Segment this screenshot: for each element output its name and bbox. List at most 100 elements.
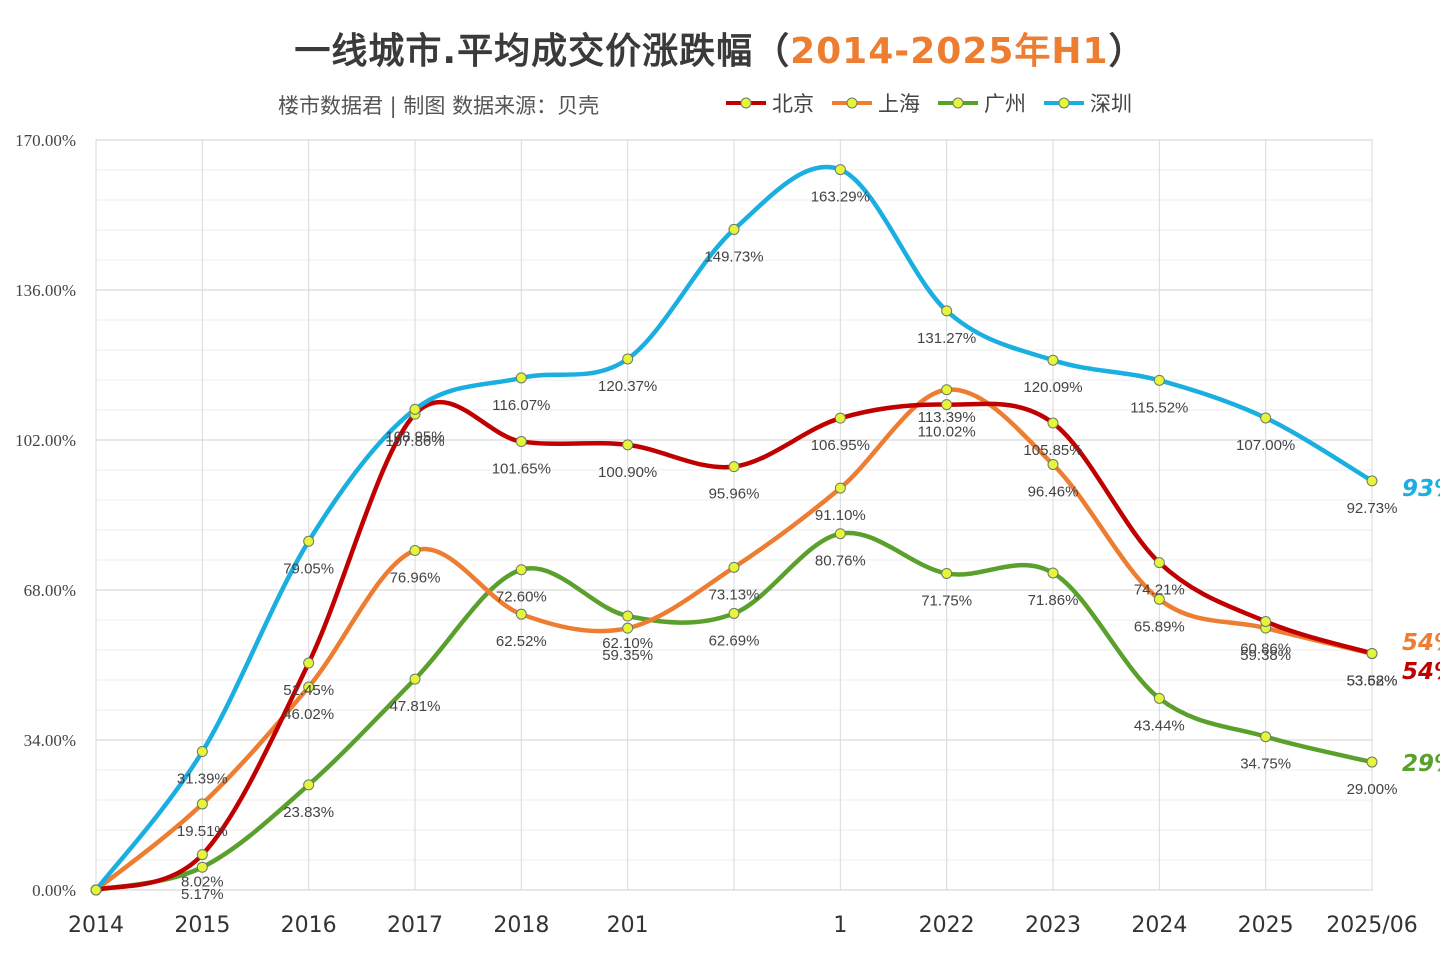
legend-label-guangzhou: 广州 — [984, 92, 1026, 116]
data-label-guangzhou: 23.83% — [283, 804, 334, 821]
data-label-shenzhen: 31.39% — [177, 771, 228, 788]
data-point-guangzhou — [941, 567, 953, 579]
data-label-beijing: 74.21% — [1134, 582, 1185, 599]
data-point-beijing — [515, 436, 527, 448]
data-point-beijing — [1260, 616, 1272, 627]
legend-swatch-guangzhou — [938, 97, 978, 109]
chart-legend: 北京 上海 广州 深圳 — [724, 88, 1132, 118]
data-label-shanghai: 65.89% — [1134, 618, 1185, 635]
data-point-guangzhou — [834, 528, 846, 540]
data-point-shenzhen — [834, 164, 846, 176]
data-label-shenzhen: 108.95% — [385, 428, 444, 445]
data-label-guangzhou: 29.00% — [1347, 781, 1398, 798]
data-label-shenzhen: 92.73% — [1347, 500, 1398, 517]
x-tick-label: 2022 — [919, 913, 975, 938]
data-label-guangzhou: 71.86% — [1028, 592, 1079, 609]
data-point-shanghai — [834, 482, 846, 494]
data-label-beijing: 107.86% — [385, 433, 444, 450]
data-point-beijing — [622, 439, 634, 451]
chart-subtitle: 楼市数据君 | 制图 数据来源：贝壳 — [278, 94, 600, 118]
data-point-shenzhen — [728, 223, 740, 235]
data-label-shanghai: 19.51% — [177, 823, 228, 840]
data-point-guangzhou — [196, 861, 208, 873]
data-label-beijing: 106.95% — [811, 437, 870, 454]
data-point-shenzhen — [1047, 354, 1059, 366]
data-label-beijing: 51.45% — [283, 682, 334, 699]
data-point-shanghai — [409, 544, 421, 556]
data-point-beijing — [1366, 647, 1378, 659]
data-point-beijing — [1153, 557, 1165, 569]
chart-title-end: ） — [1108, 31, 1146, 72]
data-point-shanghai — [1153, 593, 1165, 605]
data-point-beijing — [196, 849, 208, 861]
data-label-shenzhen: 107.00% — [1236, 437, 1295, 454]
data-point-beijing — [834, 412, 846, 424]
data-label-beijing: 101.65% — [492, 461, 551, 478]
x-tick-label: 2025/06 — [1326, 913, 1417, 938]
data-label-shanghai: 76.96% — [390, 569, 441, 586]
data-label-shanghai: 62.52% — [496, 633, 547, 650]
legend-label-shenzhen: 深圳 — [1090, 92, 1132, 116]
x-tick-label: 2018 — [493, 913, 549, 938]
legend-swatch-beijing — [726, 97, 766, 109]
x-tick-label: 201 — [607, 913, 649, 938]
end-label-shanghai: 54%上海 — [1402, 630, 1440, 656]
legend-item-beijing: 北京 — [724, 88, 814, 118]
data-point-beijing — [303, 657, 315, 669]
x-tick-label: 1 — [833, 913, 847, 938]
data-label-shenzhen: 120.09% — [1023, 379, 1082, 396]
data-label-guangzhou: 80.76% — [815, 553, 866, 570]
data-point-beijing — [1047, 417, 1059, 429]
legend-item-shanghai: 上海 — [830, 88, 920, 118]
legend-item-shenzhen: 深圳 — [1042, 88, 1132, 118]
data-point-guangzhou — [1153, 692, 1165, 704]
y-tick-label: 34.00% — [24, 731, 76, 750]
x-tick-label: 2015 — [174, 913, 230, 938]
legend-swatch-shanghai — [832, 97, 872, 109]
data-label-beijing: 100.90% — [598, 464, 657, 481]
data-point-shanghai — [303, 681, 315, 693]
y-tick-label: 170.00% — [15, 131, 76, 150]
data-label-shanghai: 96.46% — [1028, 483, 1079, 500]
data-point-shenzhen — [1260, 412, 1272, 424]
y-tick-label: 102.00% — [15, 431, 76, 450]
chart-title-main: 一线城市.平均成交价涨跌幅（ — [294, 31, 791, 72]
data-label-guangzhou: 34.75% — [1240, 756, 1291, 773]
data-label-beijing: 60.86% — [1240, 641, 1291, 658]
data-point-shanghai — [1047, 458, 1059, 470]
data-label-guangzhou: 5.17% — [181, 886, 224, 903]
data-label-shanghai: 53.58% — [1347, 673, 1398, 690]
data-point-guangzhou — [728, 607, 740, 619]
data-point-guangzhou — [1047, 567, 1059, 579]
data-point-shanghai — [728, 561, 740, 573]
x-tick-label: 2016 — [281, 913, 337, 938]
data-point-guangzhou — [409, 673, 421, 685]
data-label-shenzhen: 116.07% — [492, 397, 550, 414]
data-label-shenzhen: 163.29% — [811, 189, 870, 206]
data-label-beijing: 105.85% — [1023, 442, 1082, 459]
end-label-shenzhen: 93%深圳 — [1402, 476, 1440, 502]
legend-label-shanghai: 上海 — [878, 92, 920, 116]
series-line-shenzhen — [93, 164, 1375, 893]
data-label-guangzhou: 62.10% — [602, 635, 653, 652]
data-label-beijing: 8.02% — [181, 874, 224, 891]
chart-title-highlight: 2014-2025年H1 — [790, 31, 1109, 72]
data-label-guangzhou: 62.69% — [709, 632, 760, 649]
data-point-shanghai — [196, 798, 208, 810]
data-point-shenzhen — [90, 884, 102, 896]
end-label-beijing: 54%北京 — [1402, 658, 1440, 685]
data-point-guangzhou — [515, 564, 527, 576]
legend-swatch-shenzhen — [1044, 97, 1084, 109]
data-point-guangzhou — [1260, 731, 1272, 743]
data-label-guangzhou: 71.75% — [921, 592, 972, 609]
data-point-guangzhou — [1366, 756, 1378, 768]
data-label-guangzhou: 43.44% — [1134, 717, 1185, 734]
chart-title: 一线城市.平均成交价涨跌幅（2014-2025年H1） — [0, 22, 1440, 74]
data-point-beijing — [941, 399, 953, 411]
data-point-shenzhen — [622, 353, 634, 365]
data-label-shenzhen: 79.05% — [283, 560, 334, 577]
data-point-beijing — [728, 461, 740, 473]
data-label-shanghai: 73.13% — [709, 586, 760, 603]
data-point-shenzhen — [409, 403, 421, 415]
data-label-guangzhou: 47.81% — [390, 698, 441, 715]
